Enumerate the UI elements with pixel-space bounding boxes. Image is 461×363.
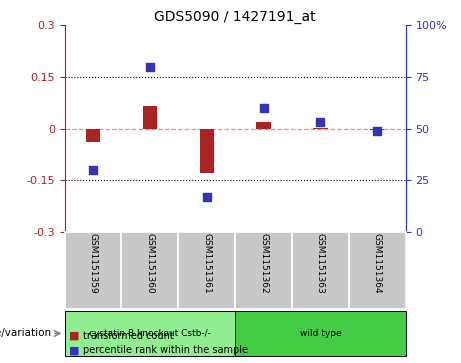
Text: GSM1151362: GSM1151362 bbox=[259, 233, 268, 294]
Bar bbox=[65, 311, 235, 356]
Text: GSM1151360: GSM1151360 bbox=[145, 233, 154, 294]
Text: ■: ■ bbox=[69, 345, 83, 355]
Text: cystatin B knockout Cstb-/-: cystatin B knockout Cstb-/- bbox=[89, 329, 211, 338]
Text: ■: ■ bbox=[69, 331, 83, 341]
Point bbox=[146, 64, 154, 70]
Bar bbox=[256, 122, 271, 129]
Text: GSM1151361: GSM1151361 bbox=[202, 233, 211, 294]
Bar bbox=[65, 232, 121, 309]
Point bbox=[89, 167, 97, 173]
Text: genotype/variation: genotype/variation bbox=[0, 329, 52, 338]
Bar bbox=[235, 232, 292, 309]
Bar bbox=[178, 232, 235, 309]
Bar bbox=[143, 106, 157, 129]
Bar bbox=[292, 232, 349, 309]
Point bbox=[317, 119, 324, 125]
Title: GDS5090 / 1427191_at: GDS5090 / 1427191_at bbox=[154, 11, 316, 24]
Text: GSM1151363: GSM1151363 bbox=[316, 233, 325, 294]
Point bbox=[373, 128, 381, 134]
Point bbox=[203, 194, 210, 200]
Bar bbox=[86, 129, 100, 142]
Bar bbox=[235, 311, 406, 356]
Bar bbox=[121, 232, 178, 309]
Text: percentile rank within the sample: percentile rank within the sample bbox=[83, 345, 248, 355]
Bar bbox=[313, 128, 327, 129]
Text: transformed count: transformed count bbox=[83, 331, 174, 341]
Bar bbox=[370, 129, 384, 130]
Text: GSM1151364: GSM1151364 bbox=[373, 233, 382, 294]
Text: GSM1151359: GSM1151359 bbox=[89, 233, 97, 294]
Bar bbox=[200, 129, 214, 174]
Bar bbox=[349, 232, 406, 309]
Text: wild type: wild type bbox=[300, 329, 341, 338]
Point bbox=[260, 105, 267, 111]
